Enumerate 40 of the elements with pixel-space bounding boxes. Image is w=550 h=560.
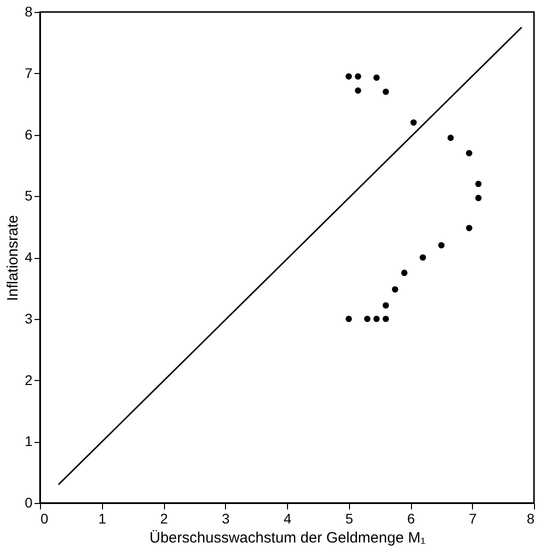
y-tick-label: 8 xyxy=(24,4,33,20)
x-tick-label: 6 xyxy=(407,510,416,526)
y-tick-label: 7 xyxy=(24,64,33,81)
x-tick-label: 4 xyxy=(284,510,292,526)
point xyxy=(447,134,454,141)
point xyxy=(382,302,389,309)
x-tick-label: 2 xyxy=(160,510,168,526)
point xyxy=(420,254,426,261)
y-tick-label: 4 xyxy=(24,249,33,265)
point xyxy=(373,74,380,81)
point xyxy=(410,119,417,126)
point xyxy=(373,316,380,322)
x-tick-label: 1 xyxy=(98,510,106,526)
point xyxy=(346,73,352,80)
y-tick-label: 0 xyxy=(24,494,33,510)
y-tick-label: 5 xyxy=(24,188,33,204)
y-axis-title: Inflationsrate xyxy=(4,215,22,301)
x-tick-label: 0 xyxy=(40,510,48,526)
point xyxy=(466,224,472,232)
y-tick-label: 6 xyxy=(24,126,33,142)
point xyxy=(438,242,445,248)
x-tick-label: 5 xyxy=(345,510,354,526)
point xyxy=(346,316,352,322)
point xyxy=(475,180,482,188)
x-axis-title: Überschusswachstum der Geldmenge M₁ xyxy=(149,530,426,546)
x-tick-label: 7 xyxy=(468,510,477,526)
point xyxy=(354,73,362,80)
point xyxy=(382,88,389,95)
point xyxy=(475,194,482,202)
x-tick-label: 3 xyxy=(222,510,230,526)
y-tick-label: 2 xyxy=(24,372,33,388)
x-tick-label: 8 xyxy=(526,510,535,526)
point xyxy=(354,87,362,94)
point xyxy=(401,270,408,276)
point xyxy=(392,286,398,293)
point xyxy=(364,316,370,322)
point xyxy=(382,316,389,322)
y-tick-label: 3 xyxy=(24,310,33,326)
point xyxy=(466,150,472,156)
y-tick-label: 1 xyxy=(24,433,33,450)
